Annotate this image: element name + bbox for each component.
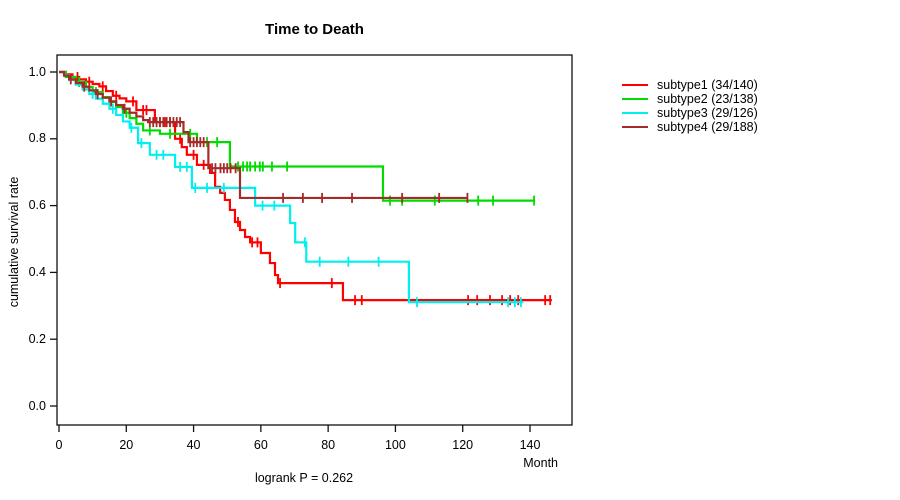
x-tick-label: 40: [186, 438, 201, 452]
y-tick-label: 0.0: [28, 398, 46, 413]
legend: subtype1 (34/140) subtype2 (23/138) subt…: [622, 78, 758, 134]
x-axis-label: Month: [523, 456, 558, 470]
survival-curve-subtype2: [59, 70, 536, 202]
y-tick-label: 0.8: [28, 131, 46, 146]
legend-label-subtype1: subtype1 (34/140): [657, 78, 758, 92]
legend-label-subtype2: subtype2 (23/138): [657, 92, 758, 106]
y-tick-label: 1.0: [28, 64, 46, 79]
x-tick-label: 20: [119, 438, 134, 452]
legend-item-subtype4: subtype4 (29/188): [622, 120, 758, 134]
y-axis-label: cumulative survival rate: [7, 176, 21, 308]
x-tick-label: 100: [384, 438, 406, 452]
y-tick-label: 0.2: [28, 331, 46, 346]
legend-line-subtype3: [622, 112, 648, 114]
legend-line-subtype2: [622, 98, 648, 100]
y-tick-label: 0.6: [28, 198, 46, 213]
legend-line-subtype4: [622, 126, 648, 128]
x-tick-label: 60: [253, 438, 268, 452]
x-tick-label: 120: [452, 438, 474, 452]
survival-curve-subtype4: [59, 70, 469, 200]
plot-box: [56, 54, 573, 426]
x-tick-label: 0: [55, 438, 63, 452]
legend-line-subtype1: [622, 84, 648, 86]
legend-label-subtype4: subtype4 (29/188): [657, 120, 758, 134]
x-tick-label: 80: [321, 438, 336, 452]
legend-label-subtype3: subtype3 (29/126): [657, 106, 758, 120]
legend-item-subtype3: subtype3 (29/126): [622, 106, 758, 120]
survival-curve-subtype1: [59, 70, 552, 302]
chart-title: Time to Death: [265, 21, 364, 38]
legend-item-subtype1: subtype1 (34/140): [622, 78, 758, 92]
survival-curve-subtype3: [59, 70, 524, 304]
logrank-annotation: logrank P = 0.262: [254, 471, 354, 485]
legend-item-subtype2: subtype2 (23/138): [622, 92, 758, 106]
y-tick-label: 0.4: [28, 264, 46, 279]
x-tick-label: 140: [519, 438, 541, 452]
